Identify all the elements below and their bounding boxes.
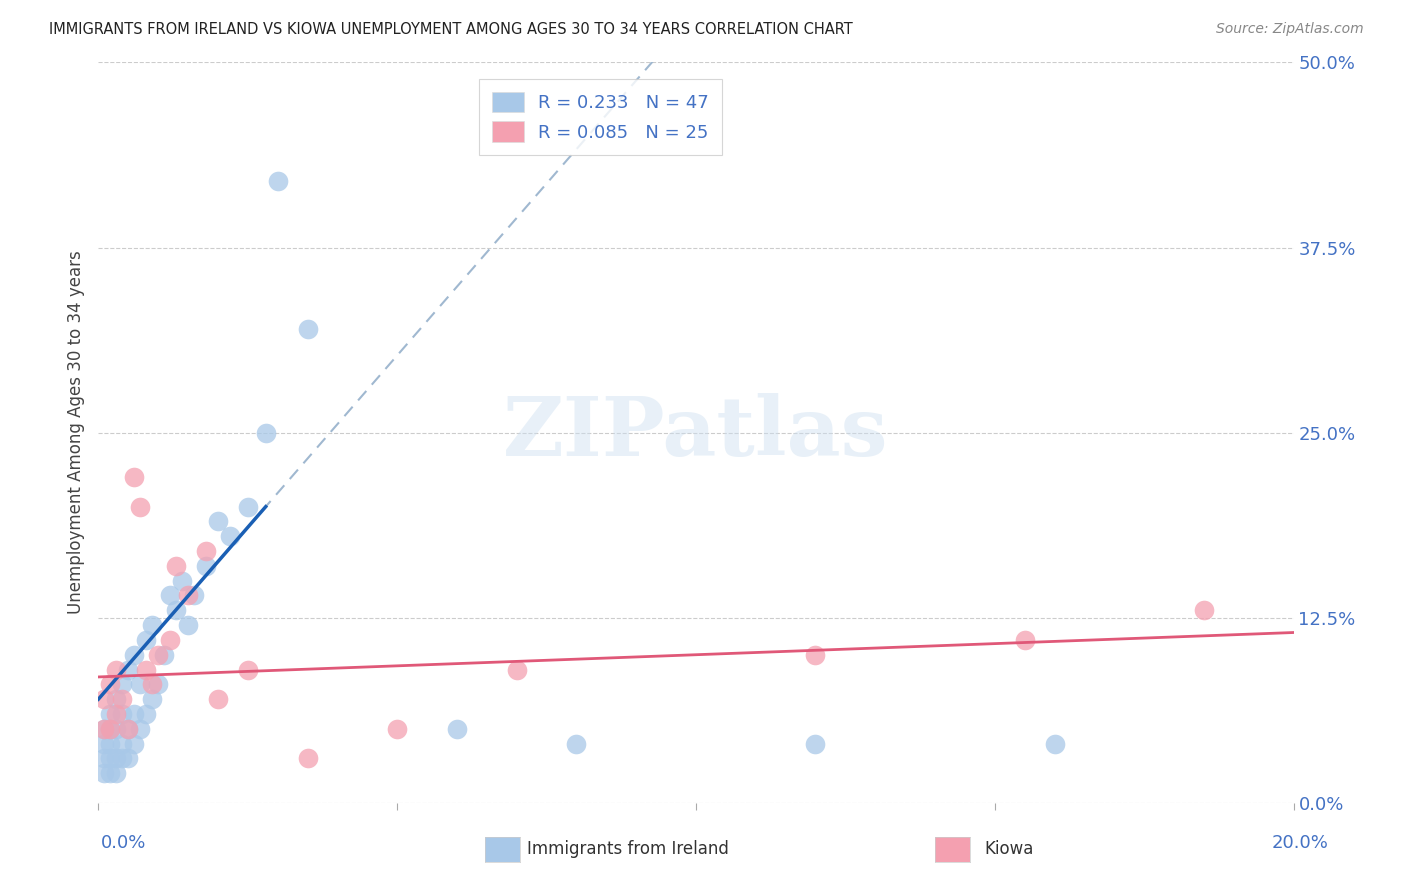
Point <box>98 737 122 751</box>
Point <box>1192 603 1215 617</box>
Point <box>117 722 139 736</box>
Point <box>93 722 115 736</box>
Point <box>254 425 277 440</box>
Y-axis label: Unemployment Among Ages 30 to 34 years: Unemployment Among Ages 30 to 34 years <box>66 251 84 615</box>
Point <box>129 677 152 691</box>
Point <box>153 648 176 662</box>
Point <box>135 632 157 647</box>
Text: Kiowa: Kiowa <box>984 840 1033 858</box>
Text: Source: ZipAtlas.com: Source: ZipAtlas.com <box>1216 22 1364 37</box>
Point <box>124 706 146 721</box>
Point <box>183 589 205 603</box>
Point <box>195 558 218 573</box>
Point <box>111 692 134 706</box>
Point <box>117 663 139 677</box>
Point <box>98 722 122 736</box>
Point <box>105 722 128 736</box>
Point <box>124 737 146 751</box>
Point <box>98 751 122 765</box>
Point <box>98 706 122 721</box>
Point <box>159 589 181 603</box>
Point <box>124 470 146 484</box>
Point <box>135 663 157 677</box>
Point <box>297 322 319 336</box>
Point <box>165 558 187 573</box>
Text: Immigrants from Ireland: Immigrants from Ireland <box>527 840 730 858</box>
Point <box>207 515 229 529</box>
Point <box>165 603 187 617</box>
Point <box>117 722 139 736</box>
Point <box>105 751 128 765</box>
Point <box>236 663 259 677</box>
Point <box>172 574 194 588</box>
Point <box>111 737 134 751</box>
Point <box>117 751 139 765</box>
Point <box>297 751 319 765</box>
Text: 0.0%: 0.0% <box>101 834 146 852</box>
Legend: R = 0.233   N = 47, R = 0.085   N = 25: R = 0.233 N = 47, R = 0.085 N = 25 <box>479 78 721 155</box>
Point <box>159 632 181 647</box>
Point <box>148 648 170 662</box>
Point <box>105 663 128 677</box>
Point <box>1014 632 1036 647</box>
Point <box>1043 737 1066 751</box>
Point <box>148 677 170 691</box>
Point <box>177 618 200 632</box>
Point <box>236 500 259 514</box>
Point <box>177 589 200 603</box>
Point <box>804 648 827 662</box>
Point <box>804 737 827 751</box>
Point <box>124 648 146 662</box>
Point <box>506 663 529 677</box>
Text: ZIPatlas: ZIPatlas <box>503 392 889 473</box>
Point <box>93 751 115 765</box>
Point <box>98 677 122 691</box>
Point <box>141 677 163 691</box>
Point <box>98 766 122 780</box>
Point <box>105 692 128 706</box>
Point <box>93 722 115 736</box>
Point <box>207 692 229 706</box>
Point <box>141 692 163 706</box>
Point <box>105 766 128 780</box>
Point <box>93 692 115 706</box>
Point <box>135 706 157 721</box>
Point <box>98 722 122 736</box>
Point <box>267 174 290 188</box>
Point <box>93 766 115 780</box>
Text: IMMIGRANTS FROM IRELAND VS KIOWA UNEMPLOYMENT AMONG AGES 30 TO 34 YEARS CORRELAT: IMMIGRANTS FROM IRELAND VS KIOWA UNEMPLO… <box>49 22 853 37</box>
Point <box>195 544 218 558</box>
Point <box>93 737 115 751</box>
Point <box>111 677 134 691</box>
Point <box>219 529 242 543</box>
Point <box>385 722 409 736</box>
Point <box>111 751 134 765</box>
Text: 20.0%: 20.0% <box>1272 834 1329 852</box>
Point <box>129 500 152 514</box>
Point <box>129 722 152 736</box>
Point <box>446 722 468 736</box>
Point <box>565 737 588 751</box>
Point <box>105 706 128 721</box>
Point <box>141 618 163 632</box>
Point <box>111 706 134 721</box>
